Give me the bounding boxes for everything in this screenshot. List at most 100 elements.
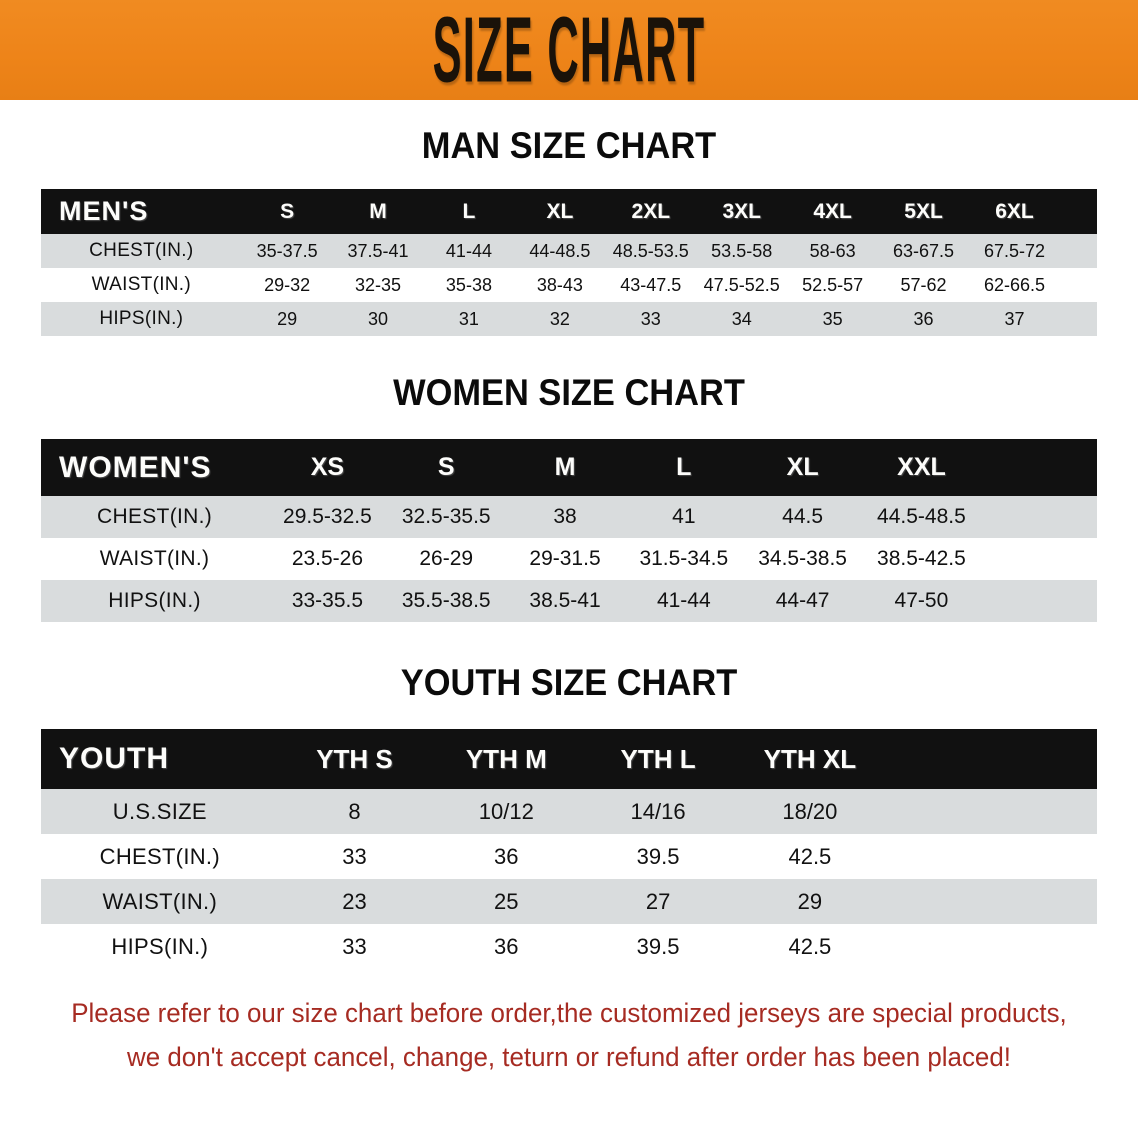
women-table-head: WOMEN'S XS S M L XL XXL [41, 439, 1097, 496]
table-cell-filler [1059, 234, 1097, 268]
notice-line-1: Please refer to our size chart before or… [71, 998, 1067, 1028]
table-cell: 29.5-32.5 [268, 496, 387, 538]
table-cell-filler [885, 834, 1097, 879]
youth-column-header-yth-m: YTH M [430, 729, 583, 789]
table-cell-filler [885, 879, 1097, 924]
men-row-label-hips-in-: HIPS(IN.) [41, 302, 242, 336]
table-cell: 10/12 [430, 789, 583, 834]
table-header-row: WOMEN'S XS S M L XL XXL [41, 439, 1097, 496]
men-corner-label: MEN'S [41, 189, 242, 234]
table-cell: 27 [582, 879, 734, 924]
men-column-header-l: L [423, 189, 515, 234]
men-column-header-xl: XL [514, 189, 606, 234]
table-cell-filler [1059, 302, 1097, 336]
youth-table-head: YOUTH YTH S YTH M YTH L YTH XL [41, 729, 1097, 789]
table-cell: 29-32 [241, 268, 333, 302]
table-cell: 30 [332, 302, 424, 336]
men-header-filler [1059, 189, 1097, 234]
table-cell: 23 [278, 879, 431, 924]
table-cell: 38.5-41 [505, 580, 625, 622]
table-cell: 47-50 [862, 580, 981, 622]
women-table-body: CHEST(IN.) 29.5-32.5 32.5-35.5 38 41 44.5 44.5… [41, 496, 1097, 622]
women-row-label-chest-in-: CHEST(IN.) [41, 496, 269, 538]
table-cell: 29 [241, 302, 333, 336]
man-table-head: MEN'S S M L XL 2XL 3XL 4XL 5XL 6XL [41, 189, 1097, 234]
table-cell: 18/20 [733, 789, 886, 834]
table-cell: 33 [605, 302, 697, 336]
women-column-header-xl: XL [743, 439, 863, 496]
table-cell: 47.5-52.5 [696, 268, 788, 302]
table-row: CHEST(IN.) 29.5-32.5 32.5-35.5 38 41 44.5 44.5… [41, 496, 1097, 538]
men-column-header-3xl: 3XL [696, 189, 788, 234]
men-column-header-6xl: 6XL [969, 189, 1060, 234]
table-cell: 39.5 [582, 834, 734, 879]
table-header-row: YOUTH YTH S YTH M YTH L YTH XL [41, 729, 1097, 789]
table-cell: 35 [787, 302, 879, 336]
men-row-label-waist-in-: WAIST(IN.) [41, 268, 242, 302]
table-cell: 38.5-42.5 [862, 538, 981, 580]
table-cell: 33 [278, 924, 431, 969]
women-column-header-xs: XS [268, 439, 387, 496]
table-row: WAIST(IN.) 29-32 32-35 35-38 38-43 43-47.5 47.… [41, 268, 1097, 302]
youth-table-container: YOUTH YTH S YTH M YTH L YTH XL U.S.SIZE 8 10/1… [41, 729, 1097, 969]
table-row: HIPS(IN.) 29 30 31 32 33 34 35 36 37 [41, 302, 1097, 336]
table-cell: 58-63 [787, 234, 879, 268]
table-cell: 35-37.5 [241, 234, 333, 268]
youth-size-table: YOUTH YTH S YTH M YTH L YTH XL U.S.SIZE 8 10/1… [41, 729, 1097, 969]
order-policy-notice: Please refer to our size chart before or… [46, 991, 1092, 1079]
page-banner: SIZE CHART [0, 0, 1138, 100]
table-cell: 43-47.5 [605, 268, 697, 302]
table-cell: 35.5-38.5 [386, 580, 506, 622]
table-cell-filler [980, 496, 1097, 538]
table-cell: 41-44 [423, 234, 515, 268]
table-cell: 42.5 [733, 834, 886, 879]
table-cell: 8 [278, 789, 431, 834]
table-header-row: MEN'S S M L XL 2XL 3XL 4XL 5XL 6XL [41, 189, 1097, 234]
table-cell: 42.5 [733, 924, 886, 969]
table-cell: 14/16 [582, 789, 734, 834]
table-cell: 41 [624, 496, 744, 538]
table-cell-filler [885, 789, 1097, 834]
table-row: WAIST(IN.) 23.5-26 26-29 29-31.5 31.5-34.5 34… [41, 538, 1097, 580]
women-size-table: WOMEN'S XS S M L XL XXL CHEST(IN.) 29.5-32.5 32.… [41, 439, 1097, 622]
table-cell: 23.5-26 [268, 538, 387, 580]
table-row: CHEST(IN.) 33 36 39.5 42.5 [41, 834, 1097, 879]
men-column-header-4xl: 4XL [787, 189, 879, 234]
women-column-header-l: L [624, 439, 744, 496]
table-cell: 39.5 [582, 924, 734, 969]
man-section-title: MAN SIZE CHART [421, 125, 717, 166]
table-cell: 63-67.5 [878, 234, 970, 268]
table-cell: 37.5-41 [332, 234, 424, 268]
table-cell-filler [980, 580, 1097, 622]
women-column-header-xxl: XXL [862, 439, 981, 496]
table-cell: 29-31.5 [505, 538, 625, 580]
youth-corner-label: YOUTH [41, 729, 279, 789]
youth-section-title: YOUTH SIZE CHART [400, 662, 738, 703]
table-cell: 31 [423, 302, 515, 336]
table-cell: 34.5-38.5 [743, 538, 863, 580]
table-cell: 44.5 [743, 496, 863, 538]
table-cell: 48.5-53.5 [605, 234, 697, 268]
men-column-header-s: S [241, 189, 333, 234]
table-cell: 32 [514, 302, 606, 336]
table-row: U.S.SIZE 8 10/12 14/16 18/20 [41, 789, 1097, 834]
women-section-title: WOMEN SIZE CHART [393, 372, 745, 413]
women-column-header-m: M [505, 439, 625, 496]
youth-column-header-yth-l: YTH L [582, 729, 734, 789]
table-cell: 52.5-57 [787, 268, 879, 302]
table-cell: 67.5-72 [969, 234, 1060, 268]
youth-row-label-u-s-size: U.S.SIZE [41, 789, 279, 834]
table-cell: 34 [696, 302, 788, 336]
youth-header-filler [885, 729, 1097, 789]
table-cell: 44-48.5 [514, 234, 606, 268]
table-cell: 44-47 [743, 580, 863, 622]
table-row: WAIST(IN.) 23 25 27 29 [41, 879, 1097, 924]
table-cell: 33 [278, 834, 431, 879]
youth-column-header-yth-s: YTH S [278, 729, 431, 789]
table-cell: 32-35 [332, 268, 424, 302]
table-cell: 32.5-35.5 [386, 496, 506, 538]
man-table-container: MEN'S S M L XL 2XL 3XL 4XL 5XL 6XL CHEST(IN.) 35-3… [41, 189, 1097, 336]
table-cell: 35-38 [423, 268, 515, 302]
table-cell: 33-35.5 [268, 580, 387, 622]
